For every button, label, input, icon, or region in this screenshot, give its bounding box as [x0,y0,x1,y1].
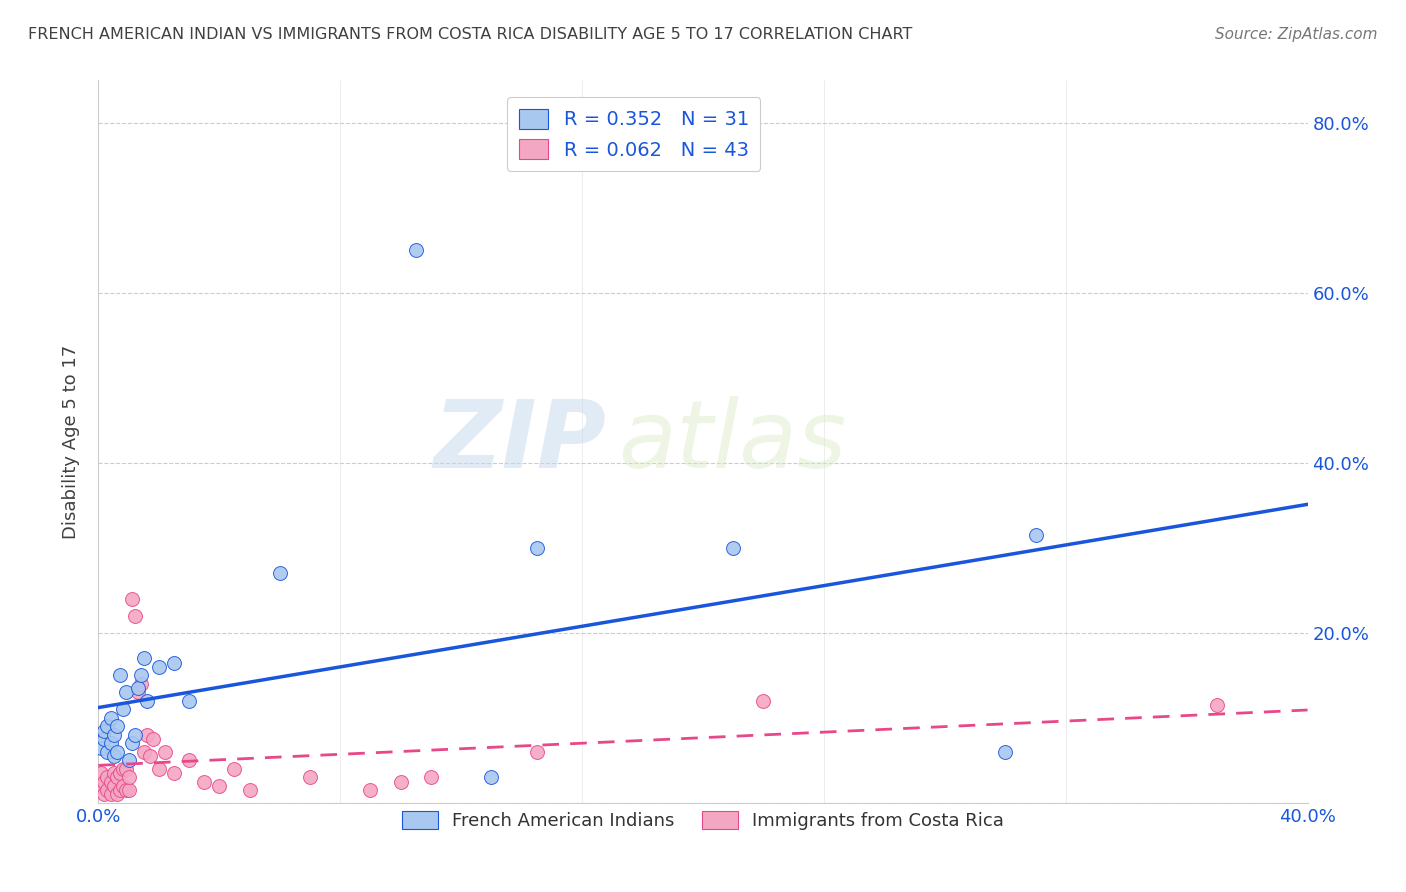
Point [121,736,143,750]
Point [299,770,322,784]
Point [153,745,176,759]
Text: FRENCH AMERICAN INDIAN VS IMMIGRANTS FROM COSTA RICA DISABILITY AGE 5 TO 17 CORR: FRENCH AMERICAN INDIAN VS IMMIGRANTS FRO… [28,27,912,42]
Point [103,728,125,742]
Point [124,728,146,742]
Point [93,774,115,789]
Point [129,677,152,691]
Point [420,770,443,784]
Point [108,783,131,797]
Point [108,668,131,682]
Point [360,783,382,797]
Point [90,766,112,780]
Point [111,762,134,776]
Point [105,719,128,733]
Point [148,762,170,776]
Point [139,749,162,764]
Point [100,711,122,725]
Point [269,566,291,581]
Point [105,770,128,784]
Text: Source: ZipAtlas.com: Source: ZipAtlas.com [1215,27,1378,42]
Point [103,779,125,793]
Point [93,787,115,801]
Point [526,745,548,759]
Point [224,762,246,776]
Point [1206,698,1229,712]
Point [723,541,745,555]
Point [135,728,157,742]
Point [179,694,201,708]
Point [96,719,118,733]
Point [1024,528,1046,542]
Point [193,774,215,789]
Point [405,244,427,258]
Point [96,745,118,759]
Point [103,749,125,764]
Point [93,732,115,747]
Point [114,783,136,797]
Point [93,723,115,738]
Point [118,753,141,767]
Point [96,770,118,784]
Point [129,668,152,682]
Point [111,702,134,716]
Point [124,608,146,623]
Point [103,766,125,780]
Text: ZIP: ZIP [433,395,606,488]
Point [90,779,112,793]
Point [163,656,186,670]
Point [135,694,157,708]
Point [179,753,201,767]
Point [148,660,170,674]
Point [121,591,143,606]
Text: atlas: atlas [619,396,846,487]
Point [526,541,548,555]
Point [994,745,1017,759]
Point [108,766,131,780]
Point [127,685,149,699]
Point [100,774,122,789]
Point [105,745,128,759]
Point [100,787,122,801]
Point [752,694,775,708]
Point [163,766,186,780]
Point [118,770,141,784]
Point [132,745,155,759]
Point [114,762,136,776]
Legend: French American Indians, Immigrants from Costa Rica: French American Indians, Immigrants from… [395,804,1011,837]
Point [142,732,165,747]
Point [389,774,412,789]
Point [132,651,155,665]
Point [481,770,503,784]
Point [118,783,141,797]
Point [105,787,128,801]
Point [111,779,134,793]
Point [239,783,262,797]
Point [90,740,112,755]
Point [127,681,149,695]
Point [96,783,118,797]
Y-axis label: Disability Age 5 to 17: Disability Age 5 to 17 [62,344,80,539]
Point [208,779,231,793]
Point [100,736,122,750]
Point [114,685,136,699]
